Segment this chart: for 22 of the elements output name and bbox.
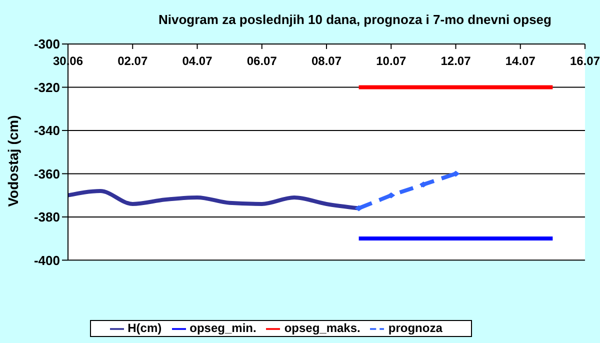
x-tick-label: 16.07 [570,54,600,68]
x-tick-label: 04.07 [182,54,213,68]
y-tick-label: -360 [34,166,60,182]
y-tick-label: -300 [34,36,60,52]
y-tick-label: -400 [34,252,60,268]
legend-label: opseg_min. [190,321,256,336]
point [387,192,396,198]
x-tick-label: 10.07 [376,54,406,68]
x-tick-label: 14.07 [505,54,536,68]
y-tick-label: -320 [34,80,60,95]
x-tick-label: 02.07 [118,54,148,68]
y-tick-label: -380 [34,210,60,225]
point [354,205,363,212]
legend-label: H(cm) [128,321,162,336]
legend-label: prognoza [388,321,442,336]
x-tick-label: 08.07 [311,54,342,68]
chart-title: Nivogram za poslednjih 10 dana, prognoza i 7-mo dnevni opseg [158,12,552,27]
x-tick-label: 12.07 [440,54,472,68]
legend-label: opseg_maks. [284,321,360,336]
y-axis-title: Vodostaj (cm) [5,114,21,206]
x-tick-label: 06.07 [246,54,278,68]
y-tick-label: -340 [34,123,60,138]
